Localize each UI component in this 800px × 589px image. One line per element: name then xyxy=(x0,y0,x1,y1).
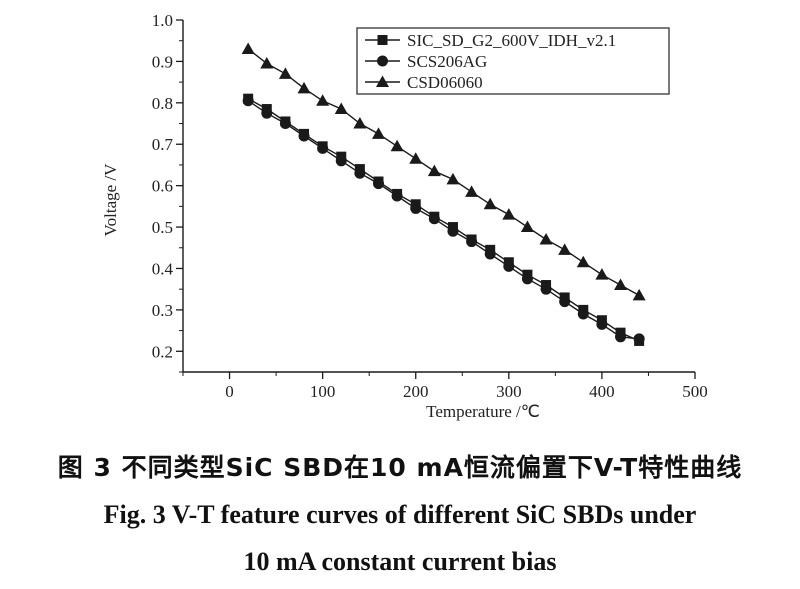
data-point xyxy=(353,117,367,129)
data-point xyxy=(576,255,590,268)
legend-label: CSD06060 xyxy=(407,73,483,92)
legend-marker xyxy=(376,75,389,87)
x-tick-label: 500 xyxy=(682,382,708,401)
data-point xyxy=(577,308,589,320)
chart-axes: 0.2 0.3 0.4 0.5 0.6 0.7 0.8 0.9 1.0 0 100 200 300 400… xyxy=(152,11,708,401)
series-triangle xyxy=(241,42,646,301)
data-point xyxy=(354,167,366,179)
data-point xyxy=(391,190,403,202)
data-point xyxy=(558,243,572,255)
y-axis-label: Voltage /V xyxy=(101,163,120,237)
x-tick-label: 400 xyxy=(589,382,615,401)
legend-marker xyxy=(377,55,388,67)
x-tick-label: 300 xyxy=(496,382,522,401)
x-axis-label: Temperature /℃ xyxy=(426,402,540,421)
y-tick-label: 0.9 xyxy=(152,52,173,71)
data-point xyxy=(334,102,348,115)
figure-caption-english-line1: Fig. 3 V-T feature curves of different S… xyxy=(103,500,697,529)
x-tick-label: 100 xyxy=(310,382,336,401)
data-point xyxy=(465,185,479,197)
data-point xyxy=(261,107,273,119)
plot-area xyxy=(241,42,646,346)
data-point xyxy=(614,278,628,291)
data-point xyxy=(317,142,329,154)
data-point xyxy=(520,220,534,233)
y-tick-label: 1.0 xyxy=(152,11,173,30)
series-line xyxy=(247,98,640,342)
chart-svg: 0.2 0.3 0.4 0.5 0.6 0.7 0.8 0.9 1.0 0 100 200 300 400… xyxy=(101,11,708,421)
data-point xyxy=(615,331,627,343)
series-circle xyxy=(242,95,645,345)
y-tick-label: 0.3 xyxy=(152,301,173,320)
data-point xyxy=(371,127,385,139)
figure-caption-english-line2: 10 mA constant current bias xyxy=(243,547,557,576)
figure-caption-chinese: 图 3 不同类型SiC SBD在10 mA恒流偏置下V-T特性曲线 xyxy=(57,453,743,482)
data-point xyxy=(483,197,497,210)
legend-box xyxy=(356,27,670,95)
data-point xyxy=(484,248,496,260)
x-tick-label: 0 xyxy=(225,382,234,401)
y-tick-label: 0.8 xyxy=(152,94,173,113)
data-point xyxy=(335,155,347,167)
data-point xyxy=(278,67,292,79)
data-point xyxy=(409,152,423,164)
y-tick-label: 0.2 xyxy=(152,342,173,361)
data-point xyxy=(390,139,404,152)
legend-item: SIC_SD_G2_600V_IDH_v2.1 xyxy=(365,31,616,50)
data-point xyxy=(447,225,459,237)
data-point xyxy=(297,81,311,94)
data-point xyxy=(559,296,571,308)
y-tick-label: 0.6 xyxy=(152,177,173,196)
data-point xyxy=(632,288,646,301)
legend-item: SCS206AG xyxy=(365,52,487,71)
data-point xyxy=(595,268,609,280)
data-point xyxy=(427,164,441,177)
data-point xyxy=(466,236,478,248)
data-point xyxy=(260,56,274,69)
data-point xyxy=(410,202,422,214)
series-line xyxy=(247,100,640,340)
data-point xyxy=(503,260,515,272)
data-point xyxy=(596,318,608,330)
data-point xyxy=(633,333,645,345)
legend-marker xyxy=(377,35,388,45)
data-point xyxy=(316,94,330,106)
data-point xyxy=(242,95,254,107)
legend-label: SCS206AG xyxy=(407,52,487,71)
data-point xyxy=(539,232,553,245)
y-tick-label: 0.5 xyxy=(152,218,173,237)
data-point xyxy=(540,283,552,295)
data-point xyxy=(372,178,384,190)
legend: SIC_SD_G2_600V_IDH_v2.1 SCS206AG CSD06060 xyxy=(356,27,670,95)
y-tick-label: 0.4 xyxy=(152,259,174,278)
data-point xyxy=(521,273,533,285)
series-line xyxy=(247,48,640,297)
data-point xyxy=(241,42,255,54)
data-point xyxy=(279,118,291,130)
data-point xyxy=(298,130,310,142)
data-point xyxy=(502,208,516,220)
data-point xyxy=(446,172,460,185)
y-tick-label: 0.7 xyxy=(152,135,174,154)
legend-item: CSD06060 xyxy=(365,73,483,92)
legend-label: SIC_SD_G2_600V_IDH_v2.1 xyxy=(407,31,616,50)
x-tick-label: 200 xyxy=(403,382,429,401)
data-point xyxy=(428,213,440,225)
